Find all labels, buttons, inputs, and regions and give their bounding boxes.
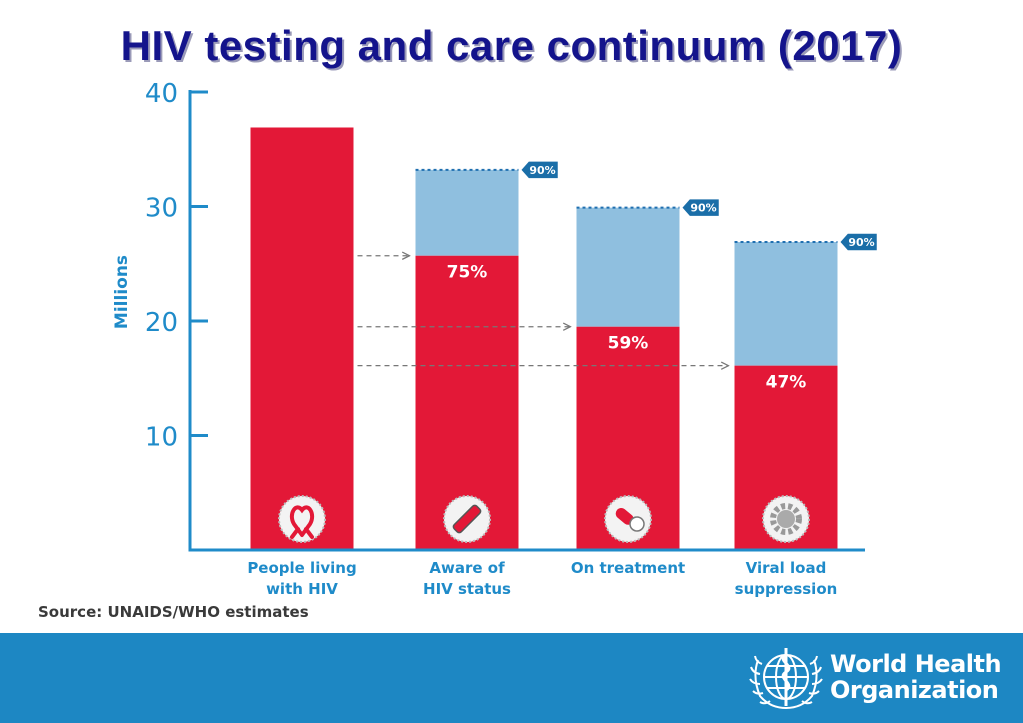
gear-icon	[762, 495, 810, 543]
target-badge: 90%	[680, 197, 721, 218]
percent-label: 59%	[608, 334, 649, 354]
pill-shape	[615, 507, 634, 525]
y-tick-label: 30	[145, 194, 178, 224]
who-name-line2: Organization	[830, 676, 999, 704]
who-org-name: World Health Organization	[830, 650, 1002, 704]
ribbon-shape	[289, 505, 315, 539]
target-badge-label: 90%	[848, 236, 874, 249]
chart-title: HIV testing and care continuum (2017)	[120, 22, 903, 69]
y-tick-label: 20	[145, 308, 178, 338]
y-tick-label: 40	[145, 79, 178, 109]
target-bar	[576, 207, 680, 327]
target-bar	[734, 241, 838, 366]
target-badge-label: 90%	[690, 202, 716, 215]
gear-body	[777, 510, 795, 528]
target-badge-shape	[519, 160, 560, 180]
y-tick-label: 10	[145, 423, 178, 453]
target-badge: 90%	[838, 232, 879, 252]
tablet-shape	[629, 516, 645, 532]
target-badge-label: 90%	[529, 164, 555, 177]
target-badge-shape	[838, 232, 879, 252]
pills-icon	[604, 495, 652, 543]
category-label: Aware of	[429, 559, 505, 577]
footer-band	[0, 633, 1023, 723]
category-label: with HIV	[266, 580, 338, 598]
tube-shape	[452, 504, 482, 534]
category-label: Viral load	[746, 559, 827, 577]
continuum-chart: 90% 90% 90% 10 20 30 40 Millions People living w…	[112, 79, 879, 598]
who-emblem-icon	[749, 648, 823, 710]
gear-teeth	[770, 503, 802, 535]
actual-bar	[250, 127, 354, 551]
target-bar	[415, 169, 519, 256]
who-name-line1: World Health	[830, 650, 1002, 678]
category-label: HIV status	[423, 580, 511, 598]
percent-label: 47%	[766, 373, 807, 393]
red-ribbon-icon	[278, 495, 326, 543]
category-label: People living	[247, 559, 356, 577]
y-axis-label: Millions	[112, 255, 132, 329]
category-label: On treatment	[571, 559, 685, 577]
percent-label: 75%	[447, 263, 488, 283]
target-badge-shape	[680, 197, 721, 218]
icon-circle	[278, 495, 326, 543]
test-tube-icon	[443, 495, 491, 543]
source-note: Source: UNAIDS/WHO estimates	[38, 603, 309, 621]
target-badge: 90%	[519, 160, 560, 180]
category-label: suppression	[735, 580, 838, 598]
